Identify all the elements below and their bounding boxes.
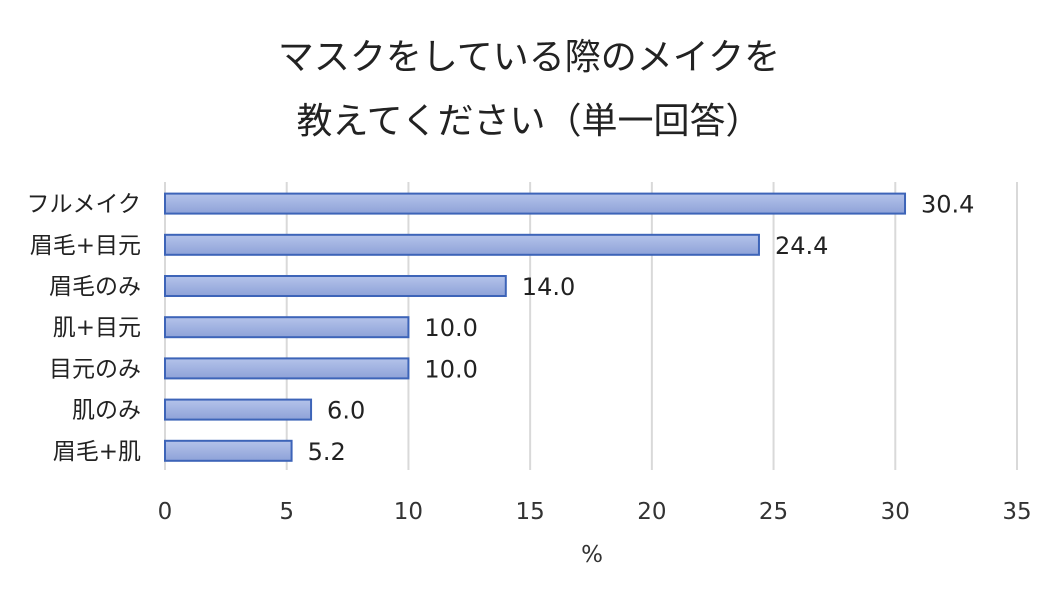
- bar: [164, 316, 410, 339]
- x-tick-label: 0: [158, 499, 173, 525]
- x-tick-label: 35: [1002, 499, 1031, 525]
- y-category-label: 眉毛+肌: [53, 439, 141, 465]
- y-category-label: フルメイク: [26, 192, 141, 218]
- x-tick-label: 30: [881, 499, 910, 525]
- y-category-label: 眉毛のみ: [49, 274, 141, 300]
- y-category-label: 眉毛+目元: [30, 233, 141, 259]
- bar-value-label: 6.0: [327, 397, 365, 425]
- bar-value-label: 14.0: [522, 273, 575, 301]
- x-axis-label: %: [581, 542, 603, 568]
- bar: [164, 398, 313, 421]
- bar-value-label: 10.0: [424, 355, 477, 383]
- y-category-label: 目元のみ: [49, 356, 141, 382]
- bar: [164, 233, 760, 256]
- chart-title-line-2: 教えてください（単一回答）: [296, 101, 762, 142]
- x-tick-label: 20: [637, 499, 666, 525]
- bar-value-label: 10.0: [424, 314, 477, 342]
- bar-value-label: 5.2: [308, 438, 346, 466]
- bar: [164, 192, 907, 215]
- bar: [164, 275, 507, 297]
- y-category-label: 肌+目元: [53, 315, 141, 341]
- x-tick-label: 10: [394, 499, 423, 525]
- bar-value-label: 24.4: [775, 232, 828, 260]
- x-tick-label: 25: [759, 499, 788, 525]
- x-tick-label: 15: [516, 499, 545, 525]
- y-category-label: 肌のみ: [72, 398, 141, 424]
- x-tick-label: 5: [279, 499, 294, 525]
- bar-value-label: 30.4: [921, 191, 974, 219]
- bar: [164, 357, 410, 380]
- chart-title-line-1: マスクをしている際のメイクを: [277, 37, 781, 78]
- bar: [164, 439, 293, 462]
